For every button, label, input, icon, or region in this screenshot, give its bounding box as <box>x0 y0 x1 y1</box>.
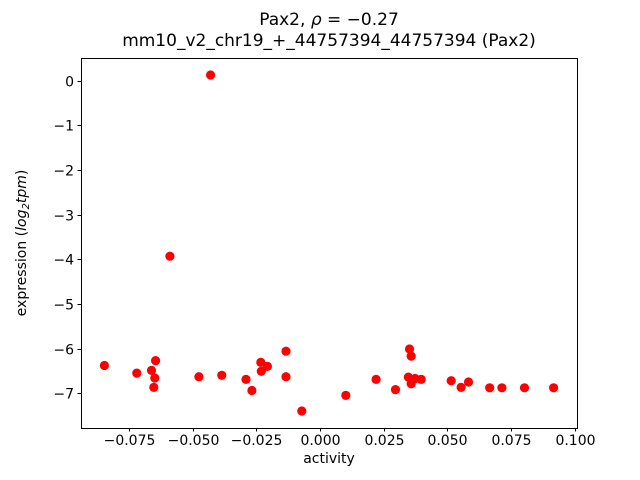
data-point <box>404 344 415 354</box>
data-point <box>485 383 495 393</box>
ylabel-log: log <box>14 209 30 231</box>
ylabel-tpm: tpm <box>14 175 30 204</box>
x-tick-label: −0.050 <box>168 433 220 449</box>
data-point <box>463 377 474 387</box>
data-point <box>206 70 216 80</box>
data-point <box>217 370 227 380</box>
data-point <box>256 357 266 367</box>
data-point <box>146 365 157 375</box>
x-tick-label: 0.075 <box>491 433 531 449</box>
y-tick-label: −7 <box>53 387 74 403</box>
data-point <box>281 372 291 382</box>
x-tick-label: −0.025 <box>231 433 283 449</box>
ylabel-suffix: ) <box>14 169 30 176</box>
data-point <box>297 406 307 416</box>
data-point <box>390 385 401 395</box>
data-point <box>549 383 559 393</box>
title-block: Pax2, ρ = −0.27 mm10_v2_chr19_+_44757394… <box>81 10 577 52</box>
x-tick-label: 0.050 <box>427 433 467 449</box>
data-point <box>99 360 109 371</box>
data-point <box>150 373 160 383</box>
chart-title: Pax2, ρ = −0.27 <box>81 10 577 31</box>
data-point <box>341 390 351 400</box>
y-tick-label: −2 <box>53 164 74 180</box>
y-tick-label: −6 <box>53 343 74 359</box>
data-point <box>165 251 175 261</box>
ylabel-subscript: 2 <box>21 203 32 210</box>
y-tick-label: 0 <box>65 75 74 91</box>
rho-symbol: ρ <box>310 10 322 30</box>
data-point <box>497 383 507 393</box>
data-point <box>132 368 142 378</box>
data-point <box>241 374 251 384</box>
title-gene: Pax2, <box>259 10 311 30</box>
y-tick-label: −4 <box>53 253 74 269</box>
data-point <box>247 385 257 396</box>
y-tick-label: −1 <box>53 119 74 135</box>
y-axis-label: expression (log2tpm) <box>14 58 32 428</box>
data-point <box>406 351 416 361</box>
x-tick-label: −0.075 <box>104 433 156 449</box>
x-axis-label: activity <box>303 451 355 467</box>
data-point <box>416 374 426 384</box>
data-point <box>371 374 381 384</box>
data-point <box>194 372 204 382</box>
x-tick-label: 0.000 <box>300 433 340 449</box>
data-point <box>446 376 456 386</box>
y-tick-label: −3 <box>53 209 74 225</box>
ylabel-prefix: expression ( <box>14 230 30 317</box>
data-point <box>149 382 159 392</box>
data-point <box>256 366 266 376</box>
data-point <box>406 379 416 389</box>
y-tick-label: −5 <box>53 298 74 314</box>
data-point <box>281 346 291 356</box>
plot-border <box>81 58 578 429</box>
data-point <box>519 383 530 393</box>
data-point <box>262 361 272 371</box>
title-rho-value: = −0.27 <box>321 10 399 30</box>
chart-subtitle: mm10_v2_chr19_+_44757394_44757394 (Pax2) <box>122 31 536 51</box>
x-tick-label: 0.025 <box>364 433 404 449</box>
data-point <box>151 356 161 366</box>
x-tick-label: 0.100 <box>555 433 595 449</box>
data-point <box>456 382 466 392</box>
